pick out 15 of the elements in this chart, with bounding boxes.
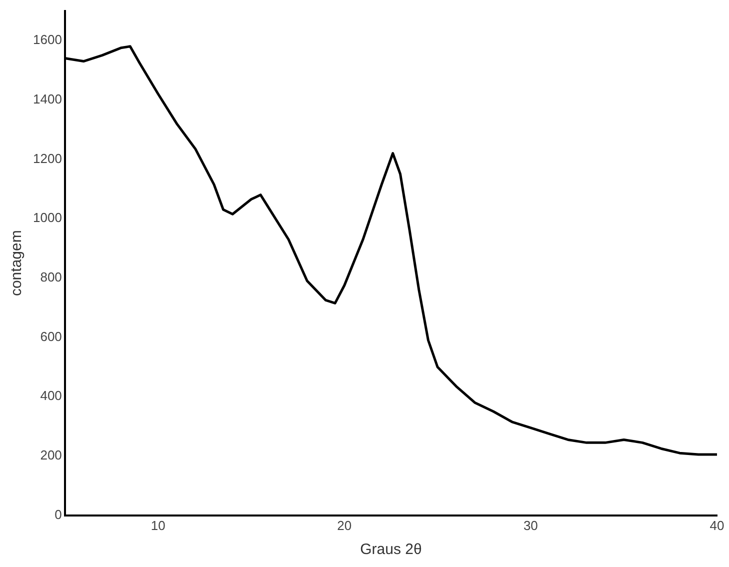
y-tick-label: 200 xyxy=(40,448,62,463)
x-tick-label: 30 xyxy=(523,518,538,533)
x-tick-label: 40 xyxy=(710,518,724,533)
y-tick-label: 1600 xyxy=(33,32,62,48)
y-tick-label: 800 xyxy=(40,270,62,285)
y-tick-label: 600 xyxy=(40,328,62,344)
x-tick-label: 20 xyxy=(337,518,352,533)
y-tick-label: 400 xyxy=(40,388,62,404)
x-tick-label: 10 xyxy=(150,518,166,533)
x-axis-title: Graus 2θ xyxy=(360,541,422,558)
y-tick-label: 0 xyxy=(54,506,62,522)
y-axis-title: contagem xyxy=(8,230,26,296)
y-tick-label: 1000 xyxy=(33,210,62,226)
y-tick-label: 1200 xyxy=(33,150,62,166)
y-tick-label: 1400 xyxy=(33,91,62,106)
